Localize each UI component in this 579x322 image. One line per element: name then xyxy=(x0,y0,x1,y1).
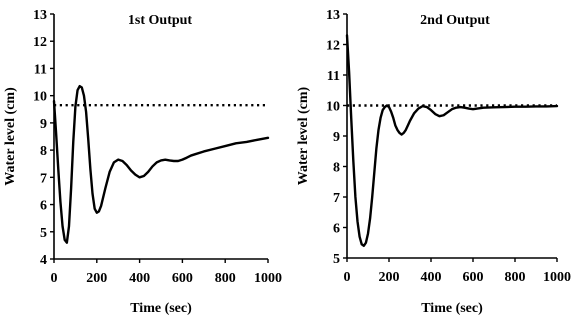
y-tick-label: 11 xyxy=(327,69,340,84)
y-tick-label: 10 xyxy=(33,90,47,105)
y-tick-label: 13 xyxy=(33,8,47,23)
y-tick-label: 9 xyxy=(333,130,340,145)
chart-title: 2nd Output xyxy=(420,13,490,28)
y-tick-label: 6 xyxy=(333,222,340,237)
x-tick-label: 200 xyxy=(379,270,400,285)
y-axis-label: Water level (cm) xyxy=(3,87,18,186)
y-tick-label: 6 xyxy=(40,199,47,214)
x-tick-label: 0 xyxy=(51,271,58,286)
x-tick-label: 400 xyxy=(129,271,150,286)
y-tick-label: 5 xyxy=(333,252,340,267)
response-curve xyxy=(345,34,559,247)
x-tick-label: 800 xyxy=(215,271,236,286)
x-tick-label: 1000 xyxy=(254,271,282,286)
y-tick-label: 5 xyxy=(40,226,47,241)
x-axis-label: Time (sec) xyxy=(421,301,483,316)
x-tick-label: 800 xyxy=(505,270,526,285)
y-tick-label: 13 xyxy=(326,8,340,23)
x-tick-label: 1000 xyxy=(543,270,571,285)
y-tick-label: 8 xyxy=(40,144,47,159)
y-tick-label: 4 xyxy=(40,253,47,268)
y-tick-label: 7 xyxy=(333,191,340,206)
x-tick-label: 0 xyxy=(344,270,351,285)
y-axis-label: Water level (cm) xyxy=(296,86,311,185)
panel-2nd-output: 5 6 7 8 9 10 11 12 13 0 200 400 600 800 1000 2nd Output… xyxy=(296,8,571,316)
x-axis-label: Time (sec) xyxy=(130,301,192,316)
x-tick-label: 400 xyxy=(421,270,442,285)
x-tick-label: 600 xyxy=(172,271,193,286)
x-tick-label: 600 xyxy=(463,270,484,285)
y-tick-label: 12 xyxy=(33,35,47,50)
y-tick-label: 11 xyxy=(34,62,47,77)
chart-title: 1st Output xyxy=(128,13,193,28)
x-tick-label: 200 xyxy=(86,271,107,286)
y-tick-label: 8 xyxy=(333,161,340,176)
panel-1st-output: 4 5 6 7 8 9 10 11 12 13 0 200 400 600 800 1000 1st Outpu… xyxy=(3,8,282,316)
response-curve xyxy=(52,84,270,244)
y-tick-label: 7 xyxy=(40,171,47,186)
y-tick-label: 9 xyxy=(40,117,47,132)
y-tick-label: 12 xyxy=(326,39,340,54)
y-tick-label: 10 xyxy=(326,100,340,115)
